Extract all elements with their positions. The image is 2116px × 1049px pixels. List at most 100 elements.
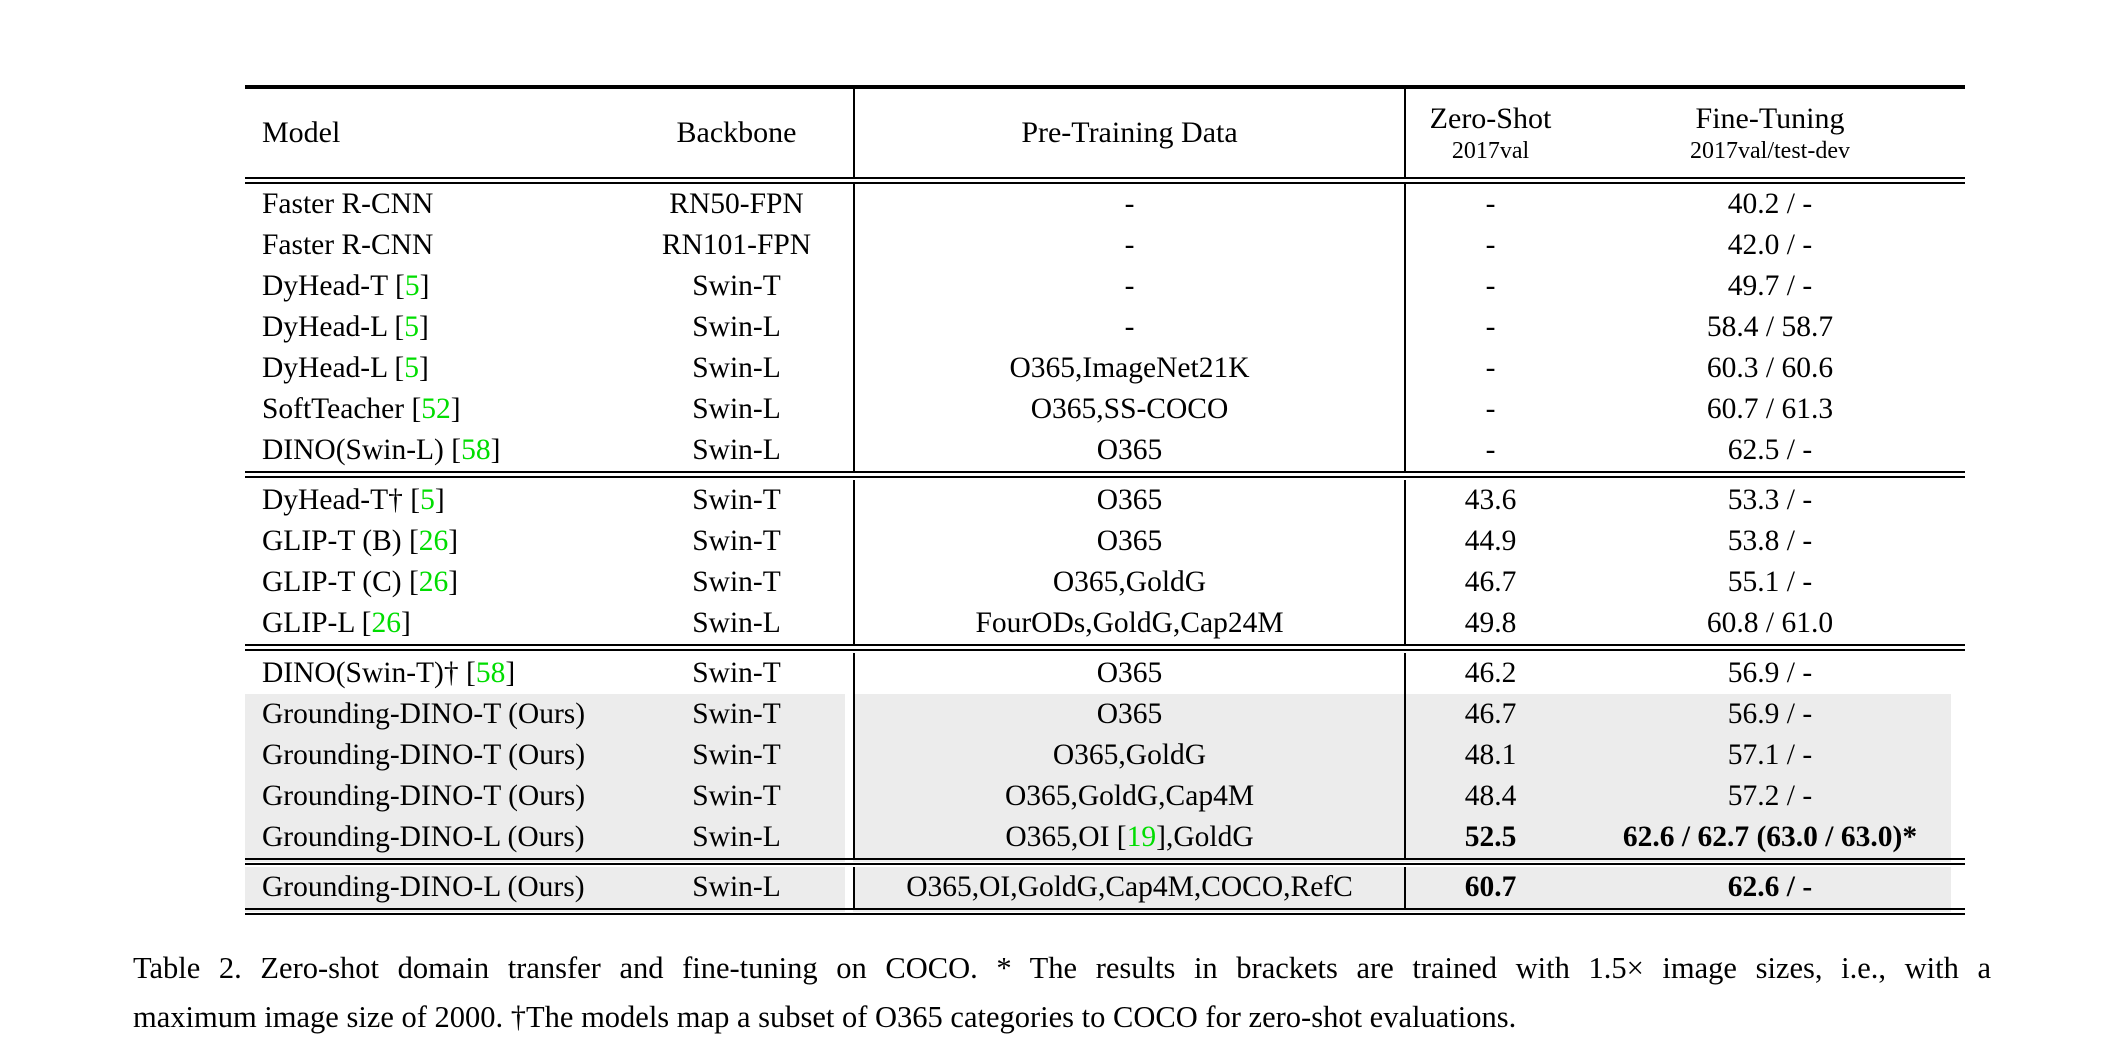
citation-number: 58 [475, 657, 506, 689]
table-row: Grounding-DINO-T (Ours) Swin-T O365 46.7 56.… [245, 694, 1965, 735]
cell-pretraining-data: - [853, 180, 1405, 225]
cell-fine-tuning: 53.8 / - [1727, 525, 1813, 557]
column-header-fine-tuning-sub: 2017val/test-dev [1690, 137, 1850, 164]
column-header-pretraining-label: Pre-Training Data [1021, 116, 1238, 149]
table-row: GLIP-T (B) [26] Swin-T O365 44.9 53.8 / - [245, 521, 1965, 562]
citation-number: 52 [421, 393, 451, 425]
cell-zero-shot: - [1404, 348, 1575, 389]
column-header-fine-tuning: Fine-Tuning 2017val/test-dev [1575, 87, 1965, 184]
column-header-model-label: Model [262, 116, 341, 149]
table-row: DyHead-T† [5] Swin-T O365 43.6 53.3 / - [245, 480, 1965, 521]
cell-backbone: Swin-T [692, 270, 781, 302]
table-row: Faster R-CNN RN101-FPN - - 42.0 / - [245, 225, 1965, 266]
cell-pretraining-data: O365,ImageNet21K [853, 348, 1405, 389]
table-caption: Table 2. Zero-shot domain transfer and f… [133, 944, 1991, 1042]
table-row: Grounding-DINO-L (Ours) Swin-L O365,OI,Gol… [245, 867, 1965, 915]
cell-zero-shot: - [1404, 266, 1575, 307]
cell-model: DyHead-T† [5] [262, 484, 445, 516]
cell-zero-shot: 49.8 [1404, 603, 1575, 648]
cell-model: Grounding-DINO-L (Ours) [245, 867, 620, 915]
block-separator-rule [245, 644, 1965, 654]
citation-number: 19 [1126, 821, 1157, 853]
citation-number: 5 [404, 270, 420, 302]
cell-pretraining-data: - [853, 266, 1405, 307]
cell-zero-shot: - [1404, 389, 1575, 430]
cell-fine-tuning: 53.3 / - [1727, 484, 1813, 516]
cell-model: Grounding-DINO-L (Ours) [245, 817, 620, 862]
cell-zero-shot: 46.7 [1404, 694, 1575, 735]
cell-backbone: Swin-T [620, 694, 854, 735]
table-row: DINO(Swin-T)† [58] Swin-T O365 46.2 56.9 / - [245, 653, 1965, 694]
cell-model: DyHead-T [5] [262, 270, 430, 302]
cell-zero-shot: 44.9 [1404, 521, 1575, 562]
citation-number: 26 [418, 525, 449, 557]
cell-fine-tuning: 57.1 / - [1575, 735, 1965, 776]
block-separator-rule [245, 858, 1965, 868]
cell-backbone: Swin-L [692, 311, 781, 343]
cell-fine-tuning: 56.9 / - [1727, 657, 1813, 689]
table-row: Faster R-CNN RN50-FPN - - 40.2 / - [245, 180, 1965, 225]
cell-fine-tuning: 60.7 / 61.3 [1706, 393, 1834, 425]
table-row: DINO(Swin-L) [58] Swin-L O365- 62.5 / - [245, 430, 1965, 475]
block-separator-rule [245, 471, 1965, 481]
cell-pretraining-data: O365,GoldG [853, 735, 1405, 776]
table-row: DyHead-L [5] Swin-L O365,ImageNet21K - 60.3 … [245, 348, 1965, 389]
cell-pretraining-data: - [853, 307, 1405, 348]
cell-zero-shot: 48.4 [1404, 776, 1575, 817]
cell-backbone: Swin-T [692, 657, 781, 689]
cell-model: Grounding-DINO-T (Ours) [245, 694, 620, 735]
table-row: GLIP-L [26] Swin-L FourODs,GoldG,Cap24M 49.… [245, 603, 1965, 648]
column-header-zero-shot-sub: 2017val [1451, 137, 1530, 164]
cell-pretraining-data: O365 [853, 521, 1405, 562]
cell-fine-tuning: 62.6 / 62.7 (63.0 / 63.0)* [1575, 817, 1965, 862]
cell-zero-shot: - [1404, 430, 1575, 475]
cell-backbone: RN101-FPN [661, 229, 812, 261]
table-row: SoftTeacher [52] Swin-L O365,SS-COCO - 60.7 … [245, 389, 1965, 430]
table-row: DyHead-L [5] Swin-L - - 58.4 / 58.7 [245, 307, 1965, 348]
column-header-pretraining-data: Pre-Training Data [853, 87, 1405, 184]
cell-fine-tuning: 55.1 / - [1727, 566, 1813, 598]
cell-backbone: Swin-L [620, 867, 854, 915]
cell-model: GLIP-L [26] [262, 607, 411, 639]
cell-pretraining-data: O365,OI [19],GoldG [853, 817, 1405, 862]
cell-zero-shot: - [1404, 180, 1575, 225]
cell-model: DINO(Swin-T)† [58] [262, 657, 516, 689]
citation-number: 26 [418, 566, 449, 598]
cell-model: GLIP-T (C) [26] [262, 566, 459, 598]
cell-model: Faster R-CNN [262, 229, 434, 261]
cell-model: SoftTeacher [52] [262, 393, 461, 425]
cell-pretraining-data: O365,GoldG,Cap4M [853, 776, 1405, 817]
table-row: Grounding-DINO-T (Ours) Swin-T O365,GoldG,… [245, 776, 1965, 817]
cell-zero-shot: - [1404, 225, 1575, 266]
cell-backbone: RN50-FPN [669, 188, 804, 220]
cell-fine-tuning: 49.7 / - [1727, 270, 1813, 302]
cell-backbone: Swin-L [692, 393, 781, 425]
cell-zero-shot: 60.7 [1404, 867, 1575, 915]
cell-fine-tuning: 60.8 / 61.0 [1706, 607, 1834, 639]
cell-fine-tuning: 42.0 / - [1727, 229, 1813, 261]
table-caption-line2: maximum image size of 2000. †The models … [133, 1000, 1517, 1034]
column-header-zero-shot-label: Zero-Shot [1429, 101, 1552, 135]
cell-zero-shot: 46.7 [1404, 562, 1575, 603]
citation-number: 5 [404, 352, 419, 384]
cell-pretraining-data: O365 [853, 653, 1405, 694]
header-row: Model Backbone Pre-Training Data Zero-Sh… [245, 87, 1965, 184]
citation-number: 58 [461, 434, 491, 466]
table-row: DyHead-T [5] Swin-T - - 49.7 / - [245, 266, 1965, 307]
cell-fine-tuning: 60.3 / 60.6 [1706, 352, 1834, 384]
cell-pretraining-data: O365,GoldG [853, 562, 1405, 603]
column-header-backbone: Backbone [620, 87, 854, 184]
cell-backbone: Swin-L [620, 817, 854, 862]
cell-fine-tuning: 40.2 / - [1727, 188, 1813, 220]
table-row: Grounding-DINO-T (Ours) Swin-T O365,GoldG 4… [245, 735, 1965, 776]
citation-number: 5 [420, 484, 435, 516]
cell-backbone: Swin-T [692, 525, 781, 557]
table-caption-line1: Table 2. Zero-shot domain transfer and f… [133, 951, 1991, 985]
cell-fine-tuning: 57.2 / - [1575, 776, 1965, 817]
cell-model: Grounding-DINO-T (Ours) [245, 776, 620, 817]
cell-fine-tuning: 62.5 / - [1727, 434, 1813, 466]
cell-backbone: Swin-L [692, 352, 781, 384]
cell-pretraining-data: O365 [853, 694, 1405, 735]
cell-zero-shot: 43.6 [1404, 480, 1575, 521]
cell-pretraining-data: O365 [853, 480, 1405, 521]
